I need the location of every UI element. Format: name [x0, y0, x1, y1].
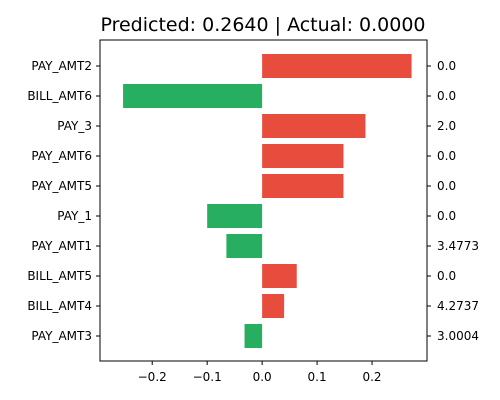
bar-bill-amt6: [123, 84, 263, 108]
x-tick-label-1: −0.1: [193, 370, 222, 384]
category-label-pay-amt1: PAY_AMT1: [31, 239, 92, 253]
bar-pay-3: [262, 114, 366, 138]
bar-bill-amt4: [262, 294, 285, 318]
feature-value-bill-amt5: 0.0: [437, 269, 456, 283]
feature-value-bill-amt6: 0.0: [437, 89, 456, 103]
x-tick-label-0: −0.2: [138, 370, 167, 384]
bar-pay-amt1: [226, 234, 263, 258]
category-label-pay-amt6: PAY_AMT6: [31, 149, 92, 163]
feature-value-pay-amt3: 3.0004: [437, 329, 479, 343]
feature-value-labels-group: 0.0 0.0 2.0 0.0 0.0 0.0 3.4773 0.0 4.2737 3.0004: [427, 59, 479, 343]
bar-bill-amt5: [262, 264, 297, 288]
chart-title: Predicted: 0.2640 | Actual: 0.0000: [100, 14, 425, 36]
category-label-pay-amt3: PAY_AMT3: [31, 329, 92, 343]
feature-value-pay-amt2: 0.0: [437, 59, 456, 73]
feature-value-pay-amt6: 0.0: [437, 149, 456, 163]
category-labels-group: PAY_AMT2 BILL_AMT6 PAY_3 PAY_AMT6 PAY_AMT5 PA…: [27, 59, 100, 343]
category-label-pay-3: PAY_3: [57, 119, 92, 133]
feature-value-pay-3: 2.0: [437, 119, 456, 133]
bar-pay-1: [207, 204, 263, 228]
x-axis-ticks-group: −0.2 −0.1 0.0 0.1 0.2: [138, 361, 382, 384]
bars-group: [123, 54, 412, 348]
x-tick-label-4: 0.2: [362, 370, 381, 384]
bar-pay-amt3: [244, 324, 263, 348]
category-label-bill-amt5: BILL_AMT5: [27, 269, 92, 283]
x-tick-label-3: 0.1: [308, 370, 327, 384]
x-tick-label-2: 0.0: [253, 370, 272, 384]
plot-frame: [99, 39, 428, 362]
feature-value-bill-amt4: 4.2737: [437, 299, 479, 313]
bar-pay-amt5: [262, 174, 344, 198]
category-label-pay-1: PAY_1: [57, 209, 92, 223]
bar-pay-amt6: [262, 144, 344, 168]
bar-pay-amt2: [262, 54, 412, 78]
feature-value-pay-amt5: 0.0: [437, 179, 456, 193]
category-label-bill-amt6: BILL_AMT6: [27, 89, 92, 103]
feature-value-pay-amt1: 3.4773: [437, 239, 479, 253]
category-label-pay-amt2: PAY_AMT2: [31, 59, 92, 73]
feature-value-pay-1: 0.0: [437, 209, 456, 223]
category-label-bill-amt4: BILL_AMT4: [27, 299, 92, 313]
category-label-pay-amt5: PAY_AMT5: [31, 179, 92, 193]
